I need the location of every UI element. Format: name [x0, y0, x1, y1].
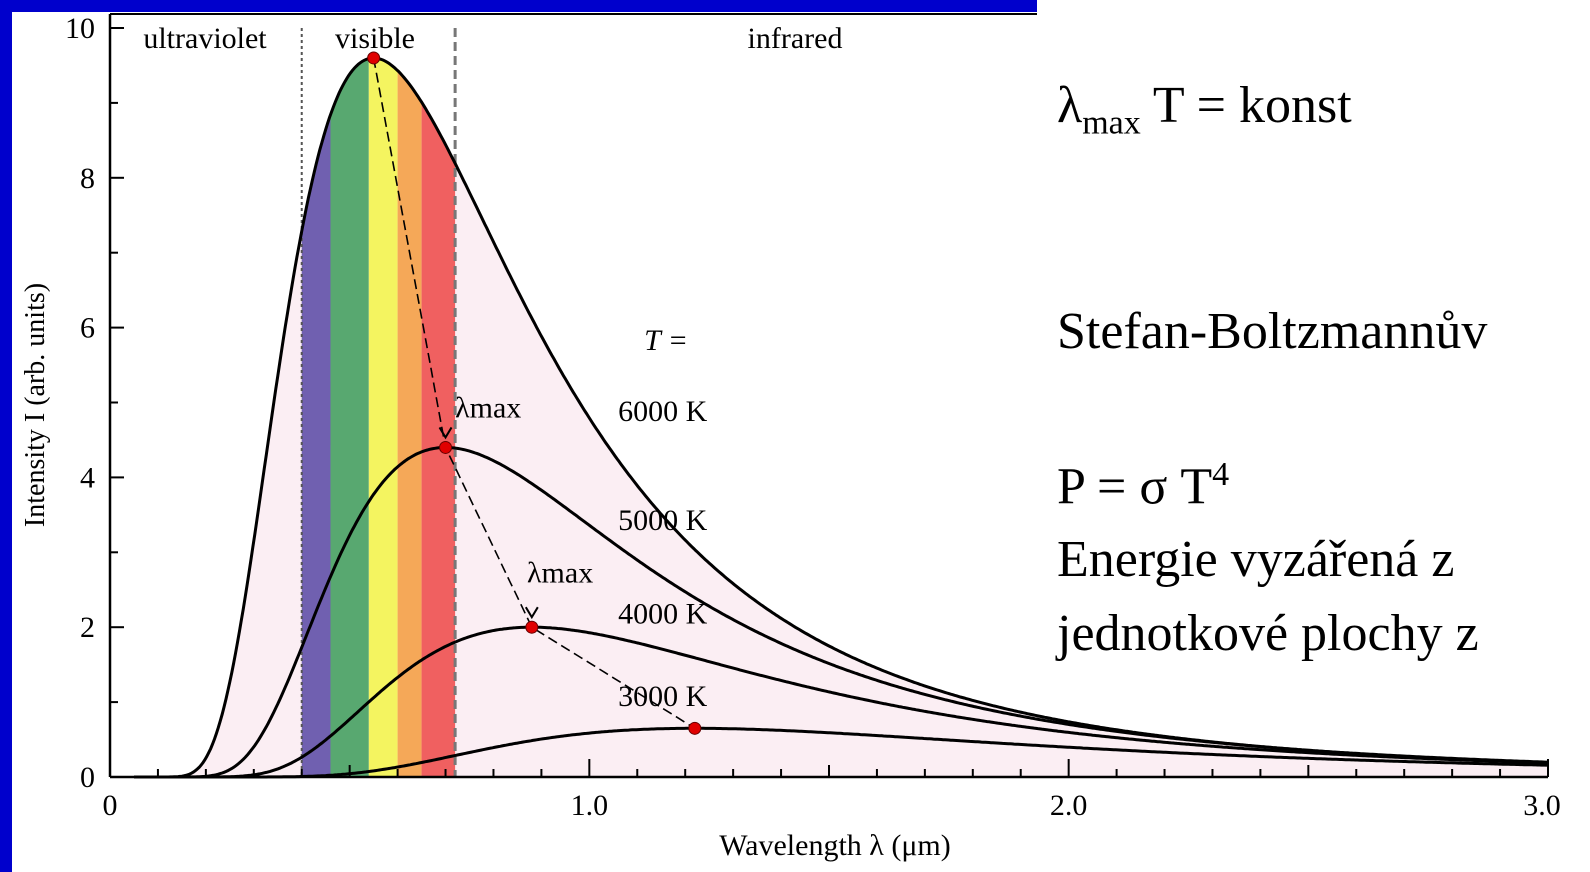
y-axis-title: Intensity I (arb. units): [20, 283, 51, 527]
series-label: 4000 K: [618, 597, 708, 630]
peak-dot: [367, 51, 381, 65]
curve-5000-K: [134, 445, 1547, 779]
spectrum-band-0: [301, 114, 331, 777]
y-tick-label: 0: [80, 761, 95, 794]
x-tick-label: 3.0: [1523, 789, 1561, 822]
spectrum-fill-layer: [133, 58, 1548, 778]
lambda-max-label: λmax: [527, 556, 593, 589]
temperature-header: T =: [644, 324, 688, 357]
peak-arrow-0: [438, 426, 453, 440]
peak-dot: [525, 620, 539, 634]
y-tick-label: 4: [80, 461, 95, 494]
series-label: 6000 K: [618, 395, 708, 428]
region-label-infrared: infrared: [748, 22, 843, 55]
wien-lambda: λ: [1057, 77, 1083, 134]
curves-layer: [134, 51, 1548, 779]
region-label-visible: visible: [335, 22, 415, 55]
wien-sub: max: [1082, 104, 1141, 142]
peak-dot: [688, 721, 702, 735]
lambda-max-label: λmax: [455, 391, 521, 424]
power-base: P = σ T: [1057, 458, 1213, 516]
power-sup: 4: [1212, 456, 1230, 493]
power-law: P = σ T4: [1057, 456, 1229, 516]
energy-line-2: jednotkové plochy z: [1057, 605, 1479, 662]
x-tick-label: 0: [103, 789, 118, 822]
peak-dot: [439, 440, 453, 454]
y-tick-label: 2: [80, 611, 95, 644]
wien-dashed-path: [372, 57, 696, 729]
wien-law: λmax T = konst: [1057, 76, 1352, 142]
axes-layer: [108, 13, 1549, 779]
y-tick-label: 8: [80, 162, 95, 195]
x-axis-title: Wavelength λ (μm): [719, 829, 950, 862]
y-tick-label: 6: [80, 312, 95, 345]
stefan-boltzmann-heading: Stefan-Boltzmannův: [1057, 303, 1488, 360]
curve-4000-K: [134, 625, 1548, 779]
labels-layer: 0 2 4 6 8 10 0 1.0 2.0 3.0 Wavelength λ (μm) Intens…: [20, 12, 1561, 862]
region-label-ultraviolet: ultraviolet: [143, 22, 267, 55]
under-curve-fill: [133, 58, 1548, 777]
spectrum-band-1: [330, 58, 369, 777]
wien-rest: T = konst: [1140, 77, 1352, 134]
energy-line-1: Energie vyzářená z: [1057, 531, 1455, 588]
text-panel: [1037, 12, 1590, 680]
x-tick-label: 2.0: [1050, 789, 1088, 822]
top-border-strip: [12, 0, 1037, 12]
peak-arrow-1: [524, 606, 539, 620]
series-label: 5000 K: [618, 504, 708, 537]
x-tick-label: 1.0: [571, 789, 609, 822]
spectrum-band-4: [421, 102, 456, 778]
spectrum-band-2: [368, 58, 398, 777]
spectrum-band-3: [397, 70, 422, 778]
series-label: 3000 K: [618, 680, 708, 713]
y-tick-label: 10: [65, 12, 95, 45]
curve-3000-K: [134, 726, 1548, 779]
